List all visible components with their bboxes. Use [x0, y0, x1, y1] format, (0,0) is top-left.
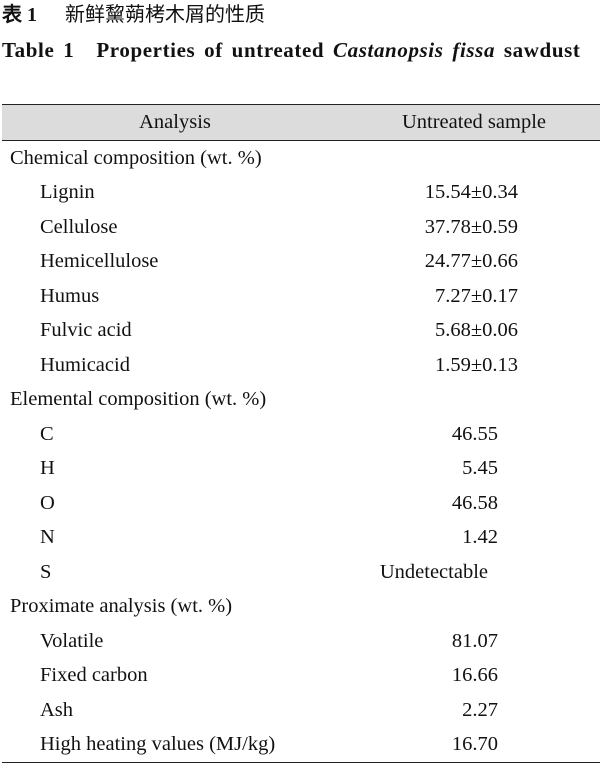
row-label: H	[40, 457, 55, 480]
row-value: 81.07	[451, 629, 498, 652]
data-row: High heating values (MJ/kg) 16.70	[2, 728, 600, 763]
section-row: Chemical composition (wt. %)	[2, 141, 600, 176]
row-label: Hemicellulose	[40, 250, 159, 273]
data-row: C 46.55	[2, 417, 600, 452]
caption-label: 表 1	[2, 4, 37, 26]
row-value: 46.58	[451, 491, 498, 514]
row-label: Fixed carbon	[40, 664, 148, 687]
data-row: Lignin 15.54±0.34	[2, 176, 600, 211]
data-row: Ash 2.27	[2, 693, 600, 728]
row-label: Humus	[40, 284, 100, 307]
data-row: Fulvic acid 5.68±0.06	[2, 314, 600, 349]
row-label: Cellulose	[40, 215, 118, 238]
row-label: Ash	[40, 698, 74, 721]
row-value: 24.77±0.66	[424, 250, 518, 273]
row-value: 5.68±0.06	[434, 319, 518, 342]
table-body: Chemical composition (wt. %) Lignin 15.54±…	[2, 141, 600, 763]
properties-table: Analysis Untreated sample Chemical compo…	[2, 104, 600, 763]
row-label: Lignin	[40, 181, 95, 204]
data-row: Humicacid 1.59±0.13	[2, 348, 600, 383]
header-row: Analysis Untreated sample	[2, 104, 600, 141]
section-title: Proximate analysis (wt. %)	[10, 595, 233, 618]
section-row: Elemental composition (wt. %)	[2, 383, 600, 418]
caption-text: sawdust	[503, 38, 581, 62]
row-label: High heating values (MJ/kg)	[40, 733, 276, 756]
section-row: Proximate analysis (wt. %)	[2, 590, 600, 625]
section-title: Chemical composition (wt. %)	[10, 146, 262, 169]
caption-text: 新鲜黧蒴栲木屑的性质	[65, 2, 265, 26]
caption-en: Table 1 Properties of untreated Castanops…	[2, 34, 600, 66]
caption-label: Table 1	[2, 38, 75, 62]
row-label: N	[40, 526, 55, 549]
row-value: 1.59±0.13	[434, 353, 518, 376]
row-value: 2.27	[462, 698, 498, 721]
data-row: Hemicellulose 24.77±0.66	[2, 245, 600, 280]
row-label: Fulvic acid	[40, 319, 132, 342]
row-value: 46.55	[451, 422, 498, 445]
caption-cn: 表 1 新鲜黧蒴栲木屑的性质	[2, 0, 265, 28]
row-label: Humicacid	[40, 353, 130, 376]
row-label: C	[40, 422, 54, 445]
header-cell: Analysis	[139, 111, 211, 133]
row-value: 7.27±0.17	[434, 284, 518, 307]
row-value: 16.66	[451, 664, 498, 687]
row-value: 37.78±0.59	[424, 215, 518, 238]
row-value: Undetectable	[379, 560, 488, 583]
data-row: Volatile 81.07	[2, 624, 600, 659]
data-row: Cellulose 37.78±0.59	[2, 210, 600, 245]
caption-text: Properties of untreated	[96, 38, 325, 62]
section-title: Elemental composition (wt. %)	[10, 388, 267, 411]
row-label: Volatile	[40, 629, 104, 652]
row-label: S	[40, 560, 52, 583]
data-row: N 1.42	[2, 521, 600, 556]
row-value: 1.42	[462, 526, 498, 549]
row-value: 16.70	[451, 733, 498, 756]
data-row: H 5.45	[2, 452, 600, 487]
row-label: O	[40, 491, 55, 514]
row-value: 15.54±0.34	[424, 181, 518, 204]
species-name: Castanopsis fissa	[333, 38, 496, 62]
data-row: Humus 7.27±0.17	[2, 279, 600, 314]
data-row: O 46.58	[2, 486, 600, 521]
data-row: Fixed carbon 16.66	[2, 659, 600, 694]
header-cell: Untreated sample	[401, 111, 546, 133]
data-row: S Undetectable	[2, 555, 600, 590]
row-value: 5.45	[462, 457, 498, 480]
